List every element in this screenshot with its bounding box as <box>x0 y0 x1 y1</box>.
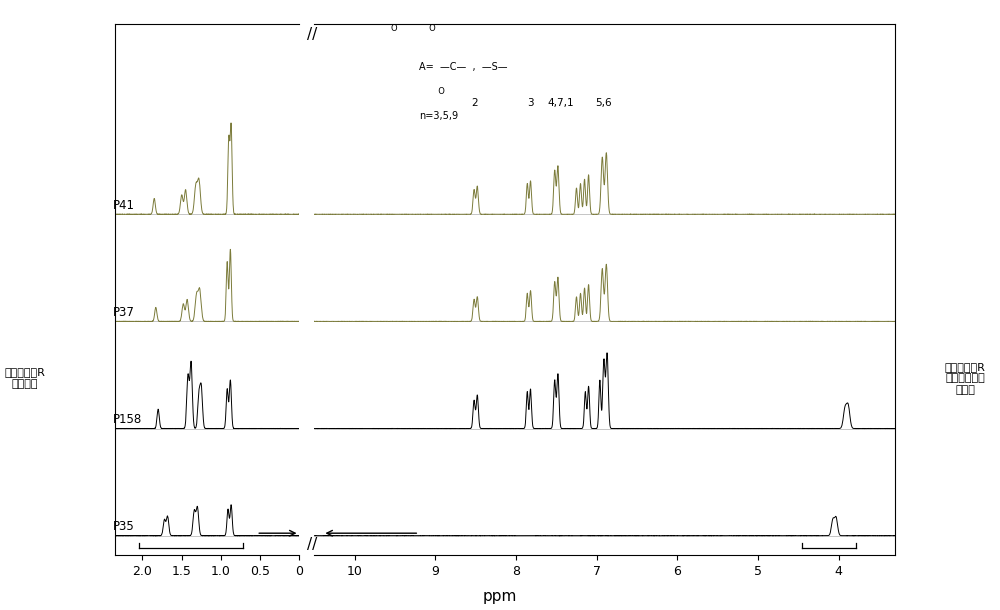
Text: 4,7,1: 4,7,1 <box>547 98 574 108</box>
Text: 对应烷基锁R
上的氢峰: 对应烷基锁R 上的氢峰 <box>5 367 45 389</box>
Text: P41: P41 <box>113 199 135 212</box>
Text: ppm: ppm <box>483 589 517 604</box>
Text: 3: 3 <box>527 98 534 108</box>
Text: n=3,5,9: n=3,5,9 <box>419 111 458 121</box>
Text: P158: P158 <box>113 413 142 426</box>
Text: 5,6: 5,6 <box>595 98 611 108</box>
Text: A=  —C—  ,  —S—: A= —C— , —S— <box>419 62 508 72</box>
Text: O            O: O O <box>391 24 436 33</box>
Text: O: O <box>391 87 445 96</box>
Text: 2: 2 <box>471 98 477 108</box>
Text: //: // <box>307 537 317 552</box>
Text: 对应烷基锁R
上最靠近咋唆
的氢峰: 对应烷基锁R 上最靠近咋唆 的氢峰 <box>945 362 985 395</box>
Text: //: // <box>307 27 317 43</box>
Text: P35: P35 <box>113 520 134 533</box>
Text: P37: P37 <box>113 306 135 319</box>
